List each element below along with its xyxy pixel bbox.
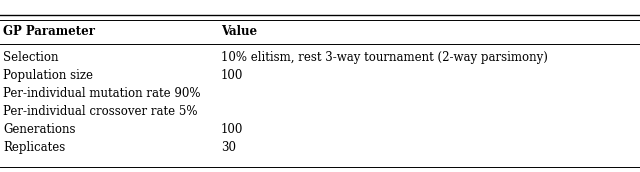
Text: Per-individual mutation rate 90%: Per-individual mutation rate 90% bbox=[3, 87, 201, 100]
Text: 30: 30 bbox=[221, 141, 236, 154]
Text: Replicates: Replicates bbox=[3, 141, 65, 154]
Text: GP Parameter: GP Parameter bbox=[3, 25, 95, 38]
Text: Selection: Selection bbox=[3, 51, 59, 64]
Text: Per-individual crossover rate 5%: Per-individual crossover rate 5% bbox=[3, 105, 198, 118]
Text: Generations: Generations bbox=[3, 123, 76, 136]
Text: 100: 100 bbox=[221, 123, 243, 136]
Text: Population size: Population size bbox=[3, 69, 93, 82]
Text: Value: Value bbox=[221, 25, 257, 38]
Text: 100: 100 bbox=[221, 69, 243, 82]
Text: 10% elitism, rest 3-way tournament (2-way parsimony): 10% elitism, rest 3-way tournament (2-wa… bbox=[221, 51, 548, 64]
